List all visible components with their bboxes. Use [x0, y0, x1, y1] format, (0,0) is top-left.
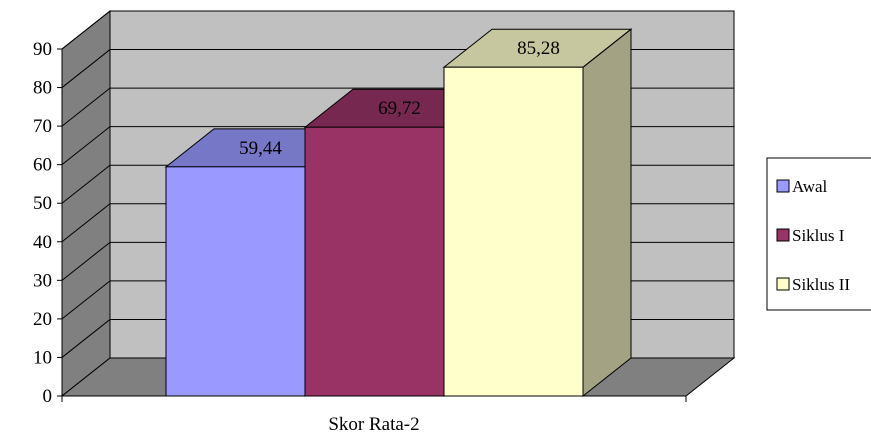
- bar-front: [443, 66, 584, 397]
- bar-side: [582, 28, 632, 398]
- gridline-side: [61, 49, 111, 88]
- gridline-side: [61, 319, 111, 358]
- gridline-side: [61, 126, 111, 166]
- gridline-side: [61, 10, 111, 50]
- bars: [164, 28, 633, 398]
- gridline-side: [61, 203, 111, 243]
- y-tick-label: 40: [33, 232, 52, 253]
- y-tick-label: 30: [33, 270, 52, 291]
- y-tick-label: 10: [33, 347, 52, 368]
- x-category-label: Skor Rata-2: [328, 414, 419, 434]
- y-tick-label: 50: [33, 193, 52, 214]
- y-tick-label: 60: [33, 155, 52, 176]
- y-tick-label: 90: [33, 39, 52, 60]
- y-tick-label: 70: [33, 116, 52, 137]
- y-tick-labels: 0 10 20 30 40 50 60 70 80 90: [33, 39, 52, 407]
- data-label: 85,28: [517, 38, 560, 59]
- gridline-side: [61, 164, 111, 204]
- gridline-side: [61, 241, 111, 281]
- data-labels: 59,44 69,72 85,28: [239, 38, 560, 159]
- legend: Awal Siklus I Siklus II: [766, 157, 871, 311]
- legend-swatch: [776, 277, 790, 291]
- gridline-side: [61, 280, 111, 320]
- bar-siklus-ii: [442, 28, 633, 398]
- data-label: 59,44: [239, 138, 282, 159]
- legend-swatch: [776, 228, 790, 242]
- y-tick-label: 20: [33, 309, 52, 330]
- x-category-labels: Skor Rata-2: [328, 414, 419, 434]
- legend-label: Siklus II: [792, 275, 850, 294]
- legend-label: Awal: [792, 177, 828, 196]
- bar-front: [304, 126, 445, 397]
- data-label: 69,72: [378, 98, 421, 119]
- legend-swatch: [776, 179, 790, 193]
- y-tick-label: 0: [43, 386, 53, 407]
- legend-label: Siklus I: [792, 226, 845, 245]
- gridline-side: [61, 87, 111, 127]
- y-tick-label: 80: [33, 78, 52, 99]
- bar-front: [165, 166, 306, 397]
